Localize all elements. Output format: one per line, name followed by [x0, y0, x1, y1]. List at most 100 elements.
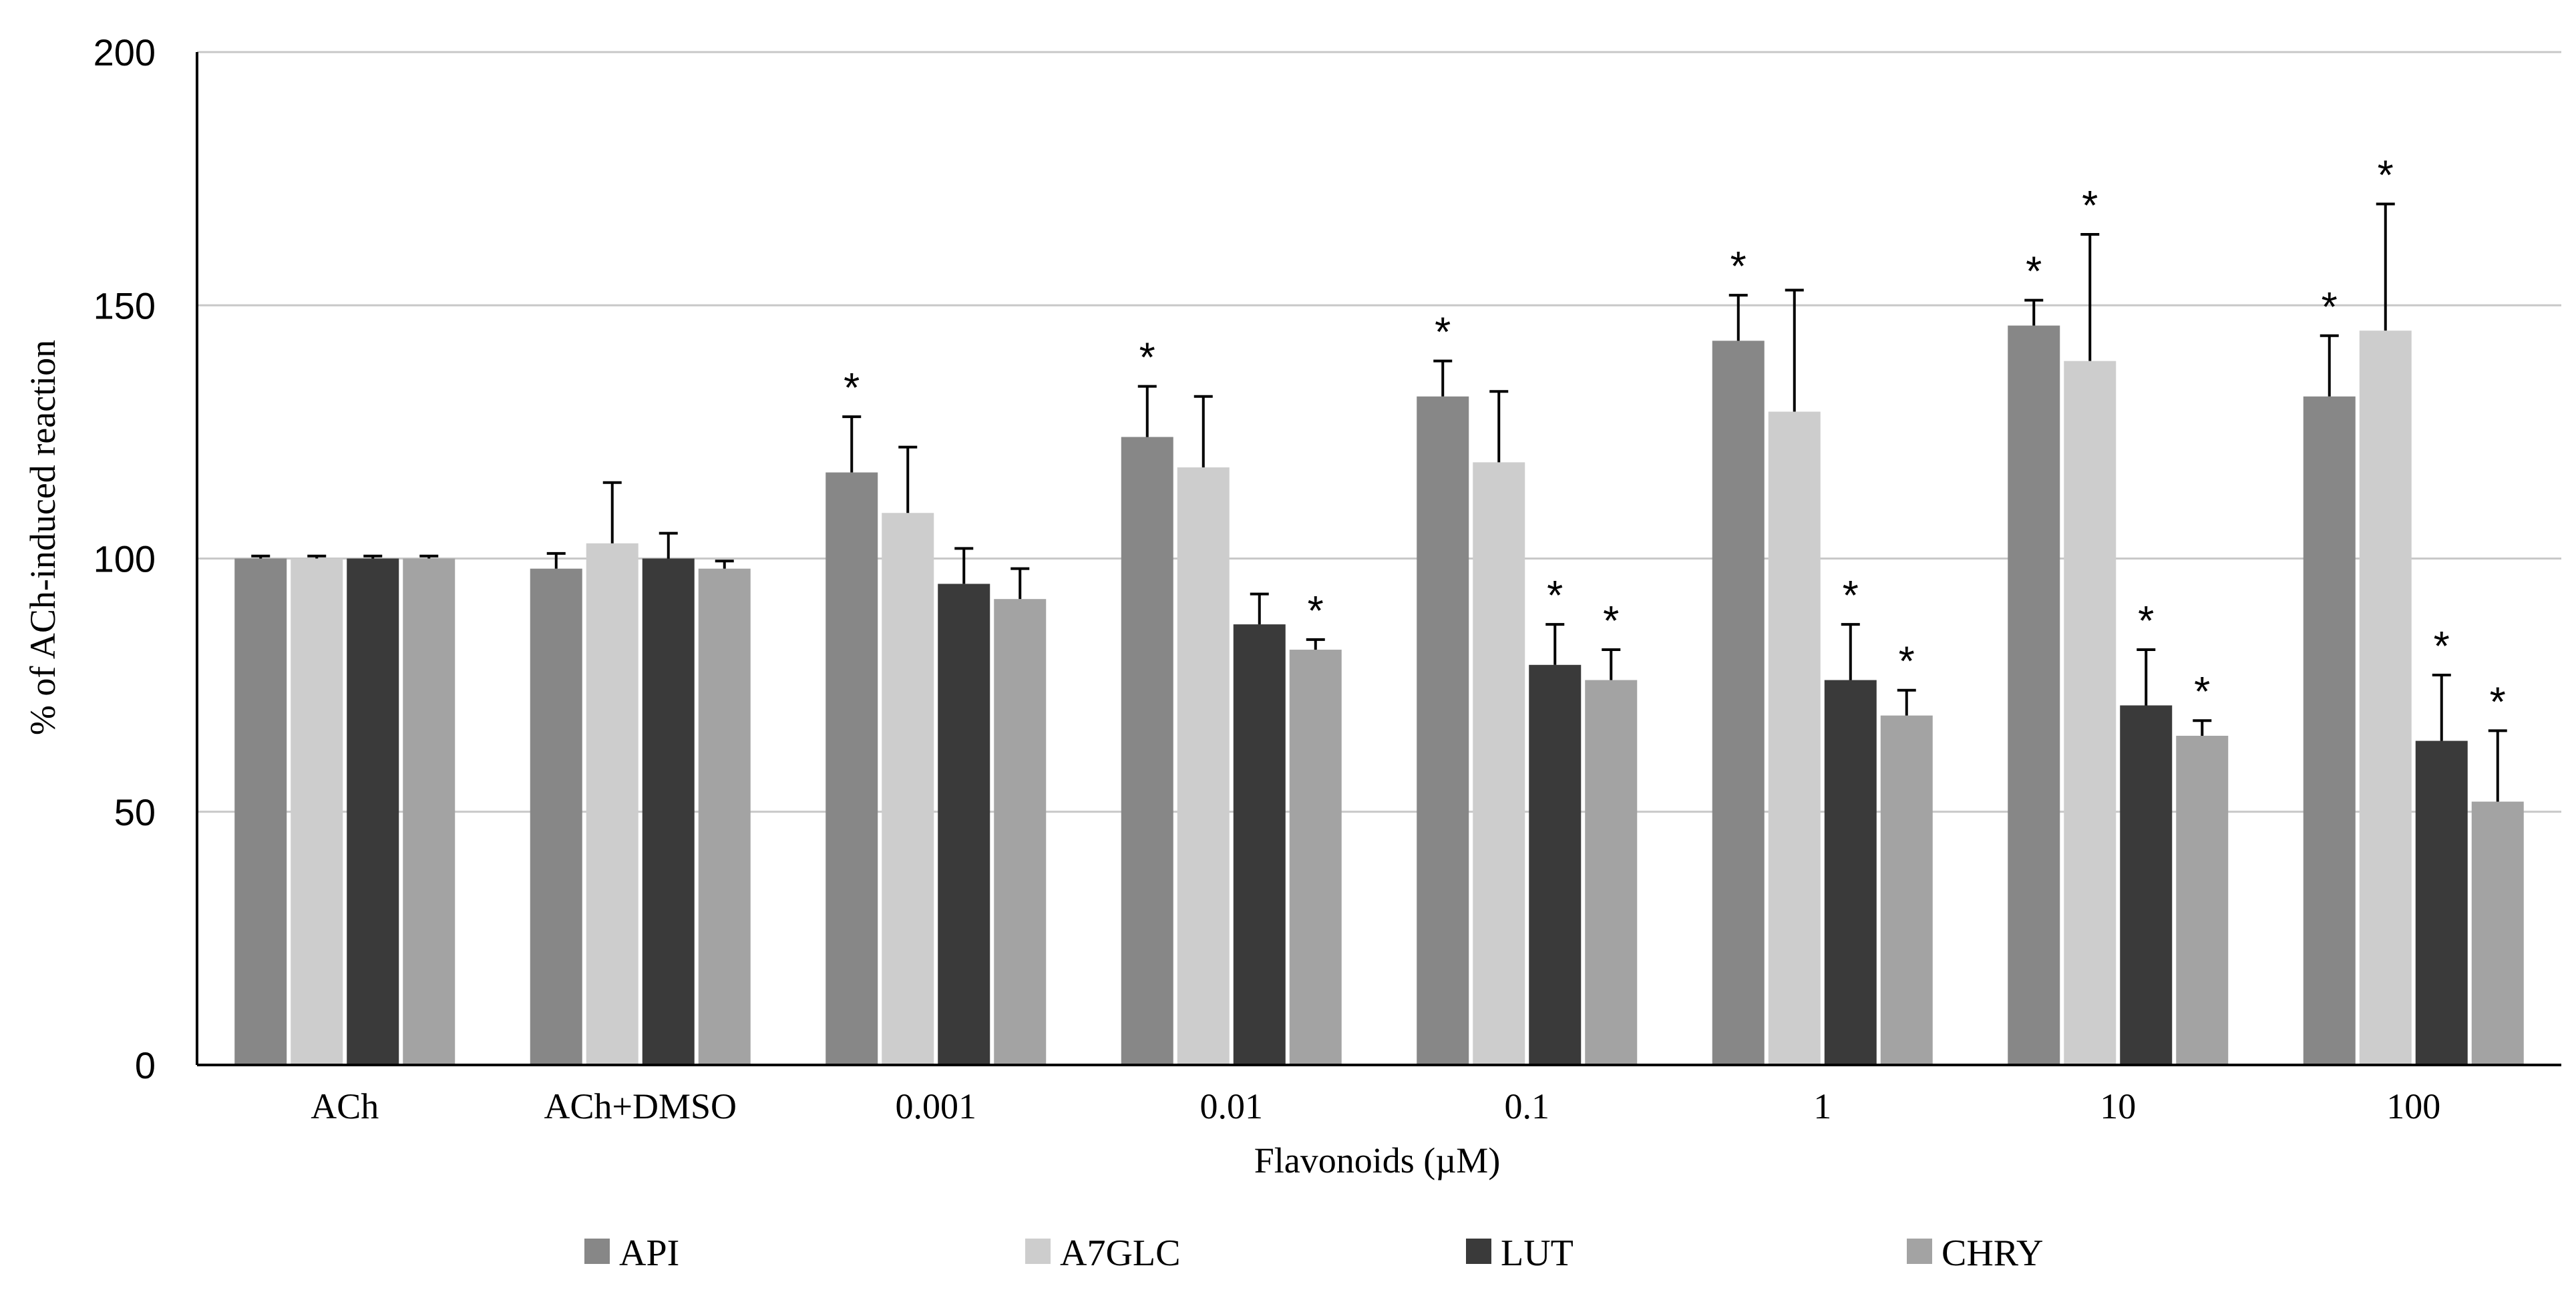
error-bar — [2376, 202, 2395, 331]
error-bar — [602, 481, 622, 544]
significance-star: * — [2322, 284, 2338, 331]
error-bar — [1728, 294, 1748, 341]
legend-item-lut: LUT — [1466, 1233, 1574, 1274]
error-bar — [1897, 688, 1916, 716]
bar-a7glc-5 — [1768, 411, 1821, 1065]
bar-lut-4 — [1529, 664, 1582, 1065]
error-bar — [1306, 638, 1325, 650]
y-tick-label: 200 — [94, 31, 156, 73]
error-bar — [1602, 648, 1621, 680]
bar-lut-1 — [642, 558, 695, 1065]
bar-chry-3 — [1289, 650, 1342, 1065]
y-tick-label: 100 — [94, 538, 156, 580]
error-bar — [1137, 385, 1157, 437]
x-tick-label: ACh — [311, 1086, 379, 1126]
error-bar — [898, 445, 918, 513]
x-tick-label: 100 — [2386, 1086, 2440, 1126]
error-bar — [954, 547, 974, 584]
bar-a7glc-6 — [2064, 361, 2117, 1065]
significance-star: * — [2434, 624, 2450, 670]
error-bar — [1010, 567, 1030, 600]
significance-star: * — [1730, 244, 1746, 290]
significance-star: * — [844, 365, 860, 411]
bar-chry-7 — [2471, 801, 2524, 1065]
error-bar — [1489, 390, 1509, 463]
significance-star: * — [1899, 639, 1915, 685]
error-bar — [419, 554, 439, 559]
significance-star: * — [2026, 249, 2042, 295]
significance-star: * — [1547, 573, 1563, 619]
significance-star: * — [2082, 183, 2098, 229]
bar-lut-0 — [347, 558, 399, 1065]
error-bar — [1193, 395, 1213, 467]
significance-star: * — [1435, 310, 1451, 356]
bar-chry-4 — [1585, 680, 1638, 1065]
x-tick-label: 0.1 — [1505, 1086, 1550, 1126]
error-bar — [1433, 359, 1453, 397]
significance-star: * — [2490, 679, 2506, 725]
x-tick-label: 0.01 — [1200, 1086, 1264, 1126]
significance-star: * — [1139, 335, 1155, 381]
bar-api-7 — [2303, 396, 2356, 1065]
bar-a7glc-4 — [1473, 462, 1525, 1065]
significance-star: * — [1843, 573, 1859, 619]
error-bar — [363, 554, 383, 559]
x-tick-label: 1 — [1813, 1086, 1831, 1126]
error-bar — [1545, 623, 1565, 665]
bar-api-0 — [234, 558, 287, 1065]
legend-swatch — [1025, 1239, 1051, 1264]
bar-a7glc-0 — [291, 558, 343, 1065]
significance-star: * — [2378, 153, 2394, 199]
error-bar — [251, 554, 270, 559]
significance-star: * — [2138, 598, 2154, 644]
bar-api-1 — [530, 568, 582, 1065]
bar-a7glc-3 — [1177, 467, 1230, 1065]
x-axis-title: Flavonoids (µM) — [1254, 1140, 1501, 1180]
error-bar — [1250, 592, 1269, 625]
bar-api-6 — [2008, 325, 2060, 1066]
error-bar — [1841, 623, 1860, 680]
error-bar — [2024, 298, 2044, 326]
bar-chry-2 — [994, 599, 1047, 1065]
y-tick-label: 0 — [135, 1044, 156, 1086]
x-tick-label: 10 — [2100, 1086, 2136, 1126]
bar-api-2 — [825, 472, 878, 1065]
legend-item-api: API — [584, 1233, 679, 1274]
bar-lut-3 — [1233, 624, 1286, 1065]
bar-lut-7 — [2415, 740, 2468, 1065]
error-bar — [2193, 719, 2212, 736]
error-bar — [307, 554, 327, 559]
error-bar — [2137, 648, 2156, 706]
error-bar — [659, 531, 678, 559]
error-bar — [2320, 334, 2339, 397]
legend-swatch — [584, 1239, 610, 1264]
legend: API A7GLC LUT CHRY — [584, 1233, 2044, 1274]
bar-lut-5 — [1824, 680, 1877, 1065]
y-tick-labels: 0 50 100 150 200 — [94, 31, 156, 1086]
bar-chry-6 — [2176, 735, 2229, 1065]
bar-lut-2 — [938, 584, 990, 1065]
bar-chry-1 — [698, 568, 751, 1065]
significance-star: * — [2194, 669, 2210, 715]
error-bar — [715, 560, 734, 569]
legend-item-chry: CHRY — [1907, 1233, 2044, 1274]
axes — [196, 52, 2561, 1066]
bar-api-3 — [1121, 437, 1173, 1065]
legend-swatch — [1907, 1239, 1932, 1264]
bar-api-4 — [1417, 396, 1469, 1065]
bar-a7glc-7 — [2359, 331, 2412, 1065]
legend-item-a7glc: A7GLC — [1025, 1233, 1180, 1274]
legend-label: LUT — [1501, 1233, 1574, 1274]
x-tick-labels: ACh ACh+DMSO 0.001 0.01 0.1 1 10 100 — [311, 1086, 2440, 1126]
bar-chry-5 — [1880, 715, 1933, 1065]
legend-label: CHRY — [1942, 1233, 2044, 1274]
legend-label: API — [619, 1233, 679, 1274]
error-bar — [1785, 288, 1804, 412]
error-bar — [546, 552, 566, 569]
y-tick-label: 50 — [114, 791, 156, 833]
error-bar — [842, 415, 862, 473]
error-bar — [2488, 729, 2507, 802]
error-bars — [251, 202, 2507, 802]
error-bar — [2080, 233, 2100, 361]
